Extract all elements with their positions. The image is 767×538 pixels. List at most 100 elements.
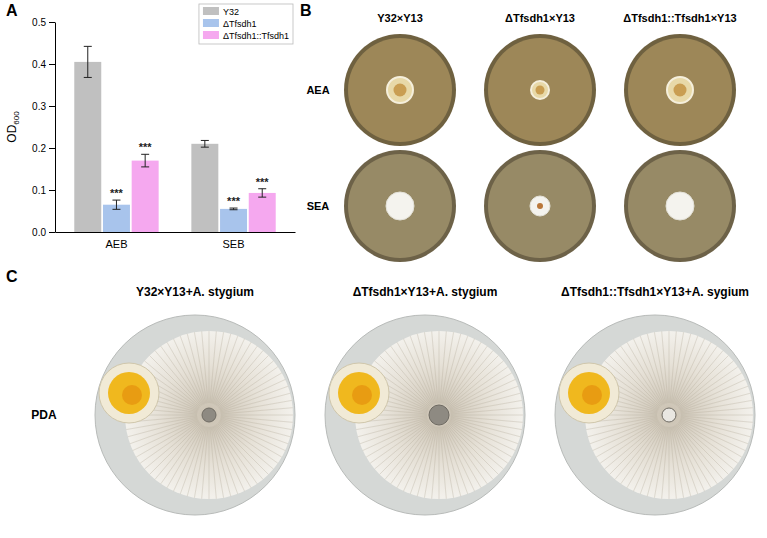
error-bar-cap [141,154,149,155]
plate [344,34,456,146]
hypha [451,415,523,416]
bar [220,209,247,232]
hypha [674,426,704,491]
hypha [669,331,670,403]
tick-label: SEB [223,238,245,250]
hypha [679,421,741,457]
error-bar-cap [258,188,266,189]
plate [624,34,736,146]
hypha [673,336,698,404]
y-axis-title: OD600 [5,111,21,143]
hypha [678,361,733,407]
hypha [450,380,515,410]
tick-label: 0.4 [32,59,46,70]
legend-frame [199,4,293,44]
hypha [443,336,468,404]
y-tick: 0.2 [32,143,55,154]
plate-agar [348,154,452,258]
hypha [391,346,432,405]
mycelium [585,331,753,499]
hypha [180,426,205,494]
axis-line [55,23,56,233]
inoculum [202,408,216,422]
panel-a: ************0.00.10.20.30.40.5AEBSEBOD60… [5,4,296,250]
mycelium-texture [585,331,753,499]
row-label: SEA [307,200,330,212]
hypha [145,423,200,469]
stygium-colony [338,372,380,414]
plate-rim [624,150,736,262]
hypha [447,351,493,406]
hypha [446,346,487,405]
hypha [447,424,493,479]
colony [667,77,693,103]
panel-c: Y32×Y13+A. stygiumΔTfsdh1×Y13+A. stygium… [31,285,755,515]
hypha [161,346,202,405]
stygium-colony [568,372,610,414]
hypha [677,424,723,479]
hypha [209,331,210,403]
plate-agar [628,154,732,258]
panel-letter: B [300,2,312,19]
hypha [218,423,273,469]
stygium-rim [99,363,159,423]
hypha [221,415,293,416]
error-bar-stem [204,140,205,147]
tick-mark [49,22,55,23]
hypha [218,361,273,407]
mycelium [125,331,293,499]
y-tick: 0.1 [32,185,55,196]
y-axis: 0.00.10.20.30.40.5 [32,17,55,238]
hypha [446,425,487,484]
legend-label: Y32 [223,7,239,17]
error-bar-cap [84,77,92,78]
error-bar-cap [84,46,92,47]
tick-label: 0.5 [32,17,46,28]
column-label: ΔTfsdh1×Y13 [505,12,575,24]
plate [344,150,456,262]
hypha [167,425,203,487]
hypha [161,425,202,484]
column-label: Y32×Y13+A. stygium [136,285,254,299]
hypha [391,425,432,484]
panel-letter: C [6,268,18,285]
colony-center [536,86,545,95]
hypha [219,367,278,408]
y-tick: 0.4 [32,59,55,70]
legend-label: ΔTfsdh1 [223,19,257,29]
hypha [202,331,208,403]
hypha [440,427,446,499]
plate-agar [348,38,452,142]
hypha [219,421,281,457]
plate [484,34,596,146]
plate [325,315,525,515]
colony [530,196,550,216]
hypha [216,346,257,405]
hypha [220,380,285,410]
mycelium-texture [355,331,523,499]
y-axis-title-main: OD [5,124,19,142]
y-tick: 0.5 [32,17,55,28]
hypha [216,425,257,484]
plate-rim [484,150,596,262]
colony [666,192,694,220]
hypha [450,419,518,444]
hypha [680,380,745,410]
hypha [676,425,717,484]
error-bar [141,154,149,167]
error-bar-cap [230,209,238,210]
inoculum [429,405,449,425]
plate-rim [344,34,456,146]
stygium-center [352,385,372,405]
bar [191,144,218,232]
hypha [397,425,433,487]
significance-label: *** [256,176,270,188]
plate-agar [555,315,755,515]
stygium-center [582,385,602,405]
hypha [600,422,659,463]
legend: Y32ΔTfsdh1ΔTfsdh1::Tfsdh1 [199,4,293,44]
mycelium [355,331,523,499]
hypha [676,346,717,405]
hypha [219,422,278,463]
error-bar-cap [258,197,266,198]
